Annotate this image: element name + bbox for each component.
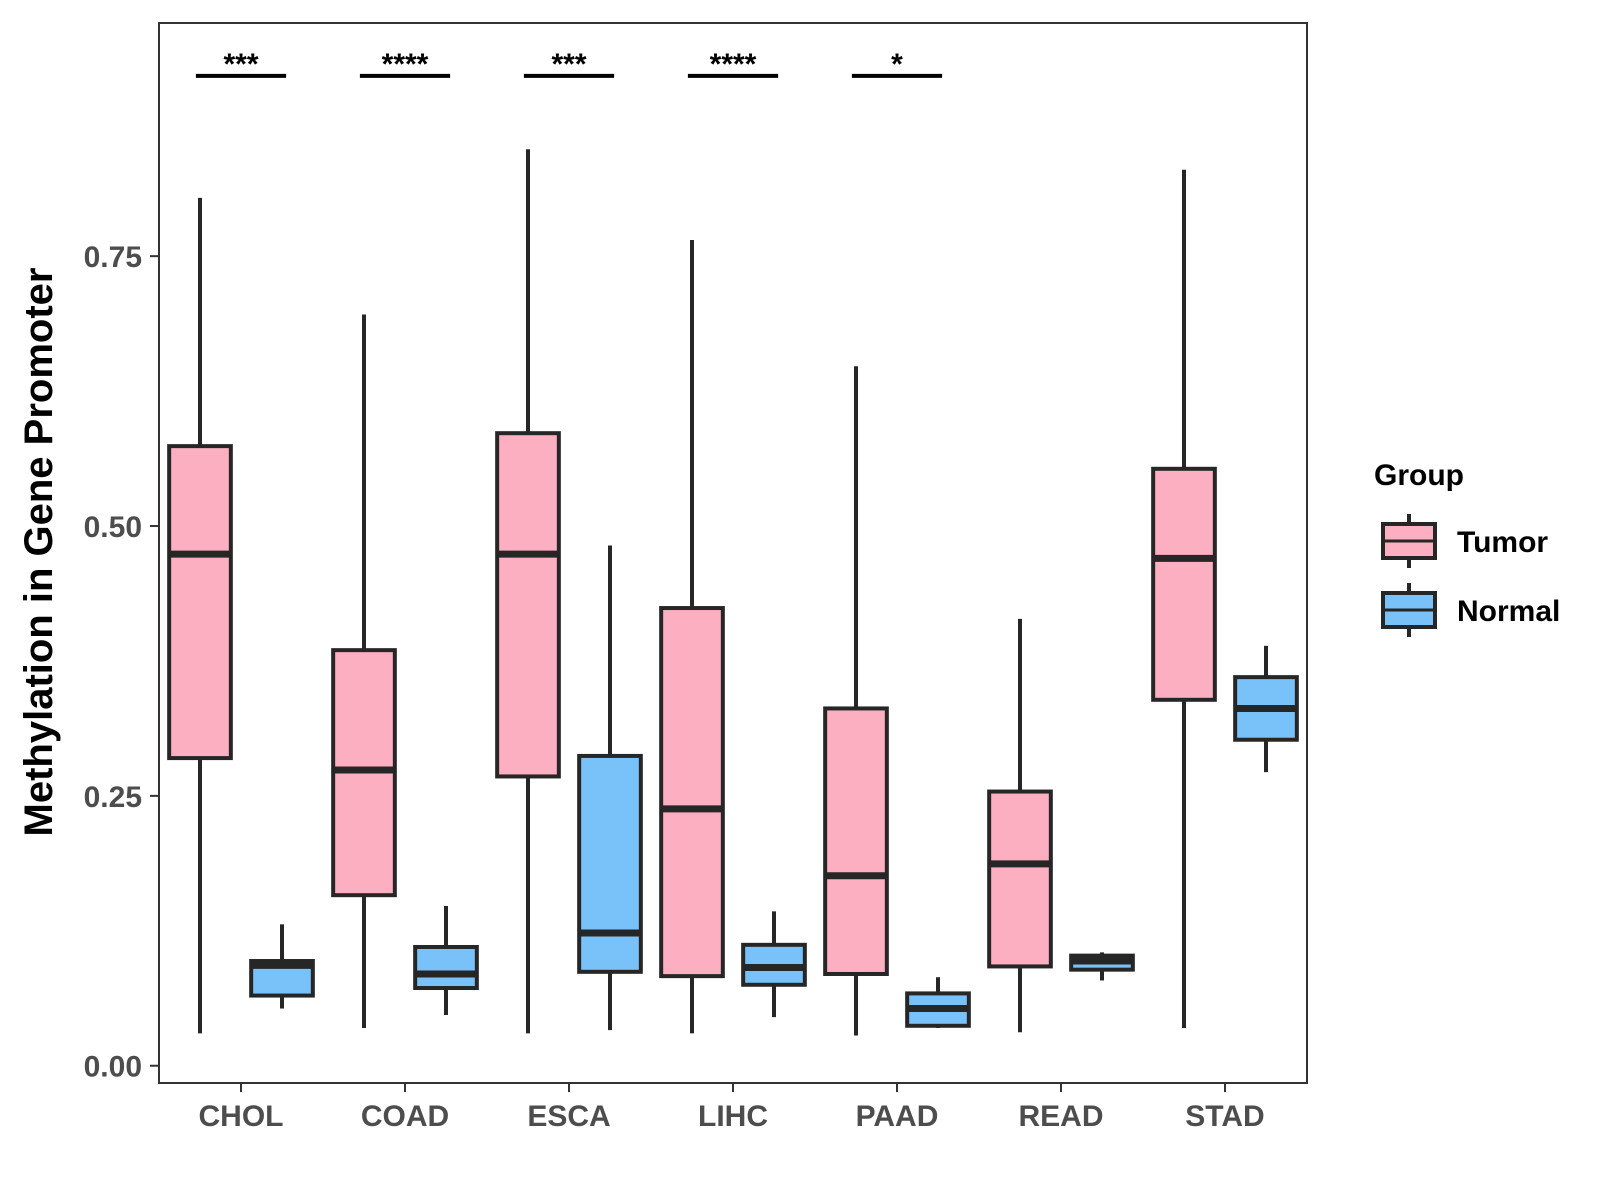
box-stad-normal [1233, 645, 1299, 773]
box-paad-normal [905, 977, 971, 1028]
significance-coad: **** [359, 48, 451, 81]
significance-chol: *** [195, 48, 287, 81]
box-chol-tumor [167, 197, 233, 1034]
box-body [1151, 466, 1217, 702]
box-body [495, 431, 561, 779]
legend-title: Group [1374, 459, 1464, 492]
significance-lihc: **** [687, 48, 779, 81]
legend-item-normal: Normal [1381, 583, 1560, 637]
box-coad-tumor [331, 314, 397, 1028]
x-tick-label: CHOL [199, 1100, 284, 1133]
y-tick-label: 0.50 [84, 511, 142, 544]
y-tick-label: 0.25 [84, 781, 142, 814]
legend: Group Tumor Normal [1374, 459, 1560, 637]
x-tick-label: PAAD [856, 1100, 939, 1133]
significance-paad: * [851, 48, 943, 81]
y-tick-label: 0.75 [84, 241, 142, 274]
box-esca-tumor [495, 149, 561, 1034]
box-body [987, 789, 1053, 969]
legend-label: Tumor [1457, 526, 1548, 559]
x-tick-label: COAD [361, 1100, 449, 1133]
box-body [659, 606, 725, 979]
box-body [577, 753, 643, 974]
significance-label: *** [551, 48, 586, 81]
panel-border [158, 22, 1308, 1084]
box-esca-normal [577, 545, 643, 1031]
x-tick-label: LIHC [698, 1100, 768, 1133]
x-tick-label: STAD [1185, 1100, 1264, 1133]
box-paad-tumor [823, 366, 889, 1036]
axes: 0.00 0.25 0.50 0.75 CHOL COAD ESCA LIHC PAAD READ… [84, 241, 1265, 1133]
box-body [823, 706, 889, 976]
plot-area: *** **** *** **** * [167, 48, 1299, 1036]
y-tick-label: 0.00 [84, 1051, 142, 1084]
box-chol-normal [249, 924, 315, 1009]
legend-label: Normal [1457, 595, 1560, 628]
x-tick-label: READ [1018, 1100, 1103, 1133]
box-read-tumor [987, 618, 1053, 1033]
y-axis-title: Methylation in Gene Promoter [17, 268, 61, 837]
legend-item-tumor: Tumor [1381, 514, 1548, 568]
x-tick-label: ESCA [527, 1100, 610, 1133]
significance-label: *** [223, 48, 258, 81]
significance-label: **** [382, 48, 429, 81]
box-read-normal [1069, 952, 1135, 981]
box-stad-tumor [1151, 169, 1217, 1028]
box-coad-normal [413, 905, 479, 1015]
significance-label: * [891, 48, 903, 81]
box-body [413, 944, 479, 991]
significance-label: **** [710, 48, 757, 81]
significance-esca: *** [523, 48, 615, 81]
box-lihc-tumor [659, 239, 725, 1034]
box-lihc-normal [741, 911, 807, 1018]
box-body [167, 444, 233, 761]
